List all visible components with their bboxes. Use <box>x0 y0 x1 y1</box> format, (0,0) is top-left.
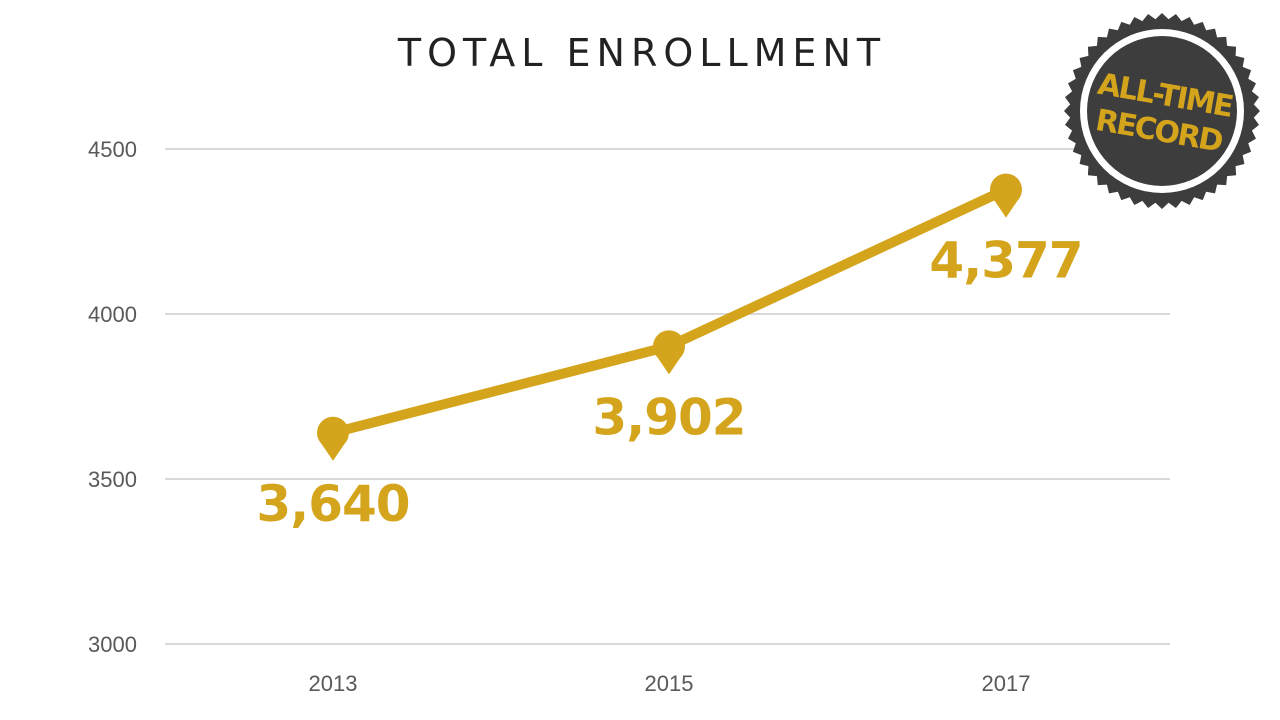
data-point <box>317 416 349 449</box>
gridlines <box>165 148 1170 645</box>
data-point-pin <box>657 357 681 375</box>
data-labels: 3,640 3,902 4,377 <box>256 232 1083 533</box>
data-markers <box>317 173 1022 461</box>
data-point <box>990 173 1022 206</box>
data-label: 3,902 <box>592 388 745 446</box>
x-tick-label: 2013 <box>309 671 358 696</box>
chart-title: TOTAL ENROLLMENT <box>397 31 886 75</box>
x-tick-label: 2015 <box>645 671 694 696</box>
data-point-pin <box>994 200 1018 218</box>
all-time-record-badge: ALL-TIME RECORD <box>1064 13 1260 209</box>
data-label: 3,640 <box>256 475 409 533</box>
x-axis-ticks: 2013 2015 2017 <box>309 671 1031 696</box>
data-point <box>653 330 685 363</box>
y-tick-label: 4000 <box>88 302 137 327</box>
y-tick-label: 4500 <box>88 137 137 162</box>
y-tick-label: 3000 <box>88 632 137 657</box>
y-axis-ticks: 3000 3500 4000 4500 <box>88 137 137 657</box>
y-tick-label: 3500 <box>88 467 137 492</box>
x-tick-label: 2017 <box>982 671 1031 696</box>
badge-inner-circle <box>1087 36 1237 186</box>
data-point-pin <box>321 443 345 461</box>
data-label: 4,377 <box>929 232 1082 290</box>
